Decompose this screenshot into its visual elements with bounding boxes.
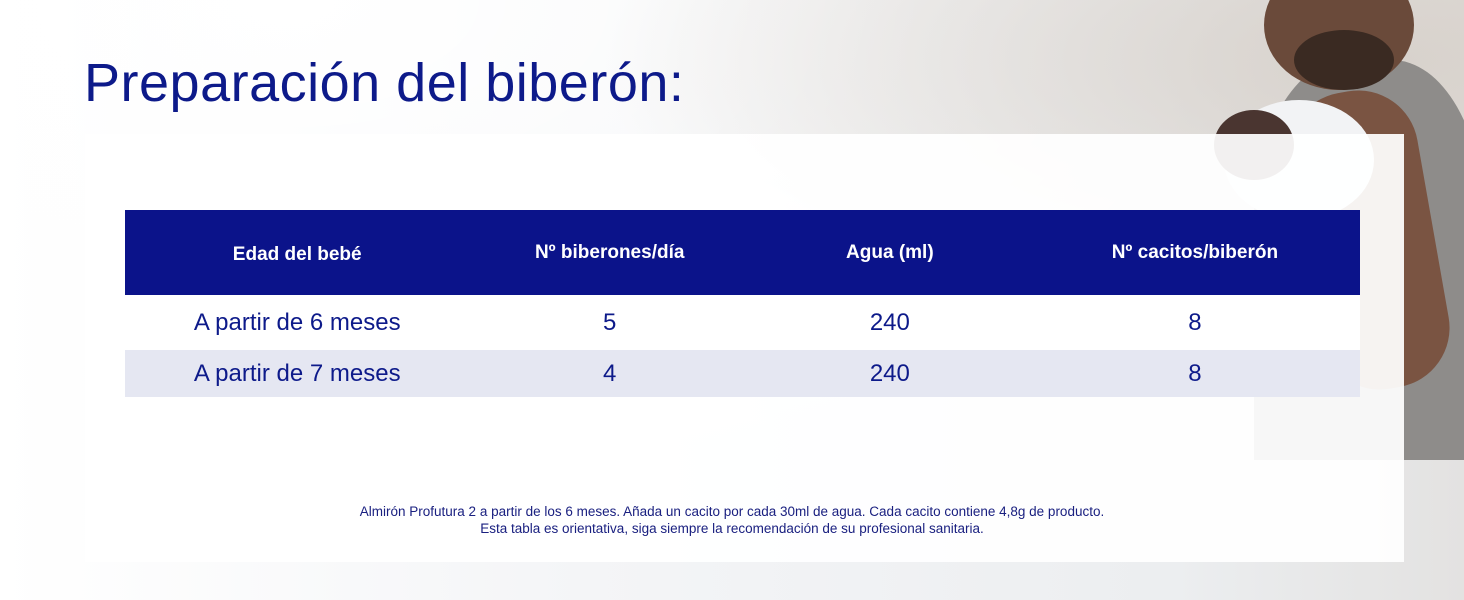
footnote-line-2: Esta tabla es orientativa, siga siempre … [480,521,984,536]
footnote: Almirón Profutura 2 a partir de los 6 me… [0,503,1464,537]
header-agua: Agua (ml) [846,241,934,263]
header-cacitos: Nº cacitos/biberón [1111,241,1279,263]
table-header-row: Edad del bebé Nº biberones/día Agua (ml)… [125,210,1360,295]
cell-agua: 240 [869,359,910,387]
cell-edad: A partir de 6 meses [193,308,401,336]
header-edad: Edad del bebé [232,244,362,265]
cell-edad: A partir de 7 meses [193,359,401,387]
table-row: A partir de 6 meses 5 240 8 [125,295,1360,350]
cell-agua: 240 [869,308,910,336]
header-biberones: Nº biberones/día [534,241,685,263]
content-panel [85,134,1404,562]
cell-cacitos: 8 [1188,308,1202,336]
preparation-table: Edad del bebé Nº biberones/día Agua (ml)… [125,210,1360,397]
footnote-line-1: Almirón Profutura 2 a partir de los 6 me… [359,504,1105,519]
cell-cacitos: 8 [1188,359,1202,387]
page-title: Preparación del biberón: [84,53,685,113]
cell-biberones: 5 [603,308,617,336]
table-row: A partir de 7 meses 4 240 8 [125,350,1360,397]
cell-biberones: 4 [603,359,617,387]
